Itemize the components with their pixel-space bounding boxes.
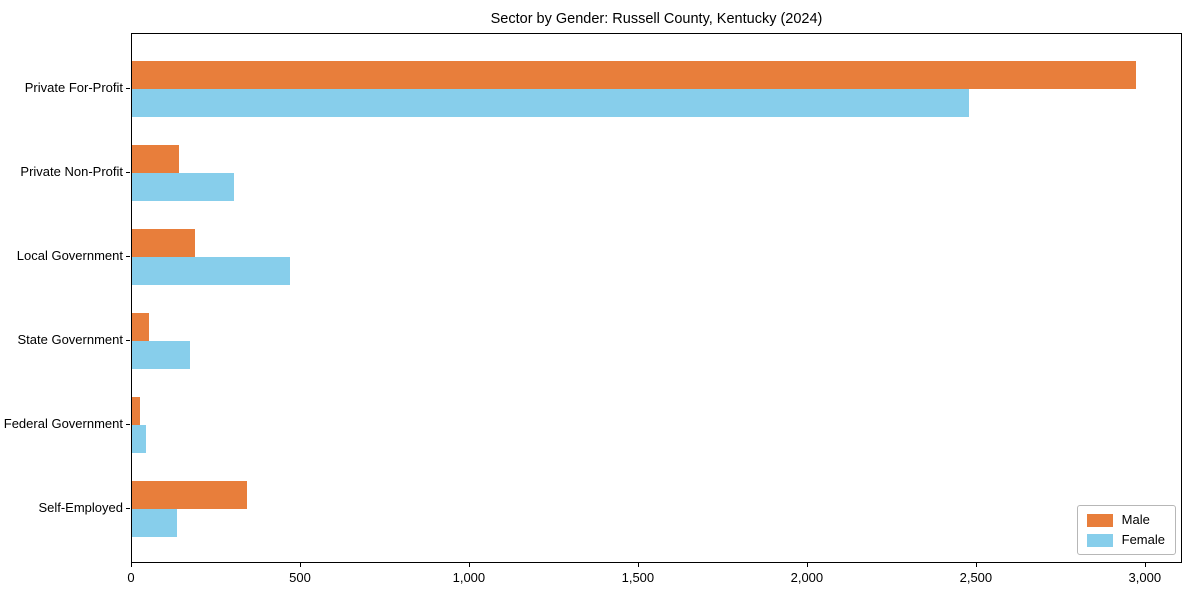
bar-female-local-government bbox=[132, 257, 291, 285]
y-tick-mark bbox=[126, 172, 130, 173]
y-tick-label: Federal Government bbox=[3, 416, 123, 431]
bar-female-self-employed bbox=[132, 509, 177, 537]
x-tick-mark bbox=[637, 563, 639, 567]
x-tick-mark bbox=[300, 563, 301, 567]
legend-label-male: Male bbox=[1121, 512, 1150, 527]
chart-title: Sector by Gender: Russell County, Kentuc… bbox=[490, 11, 823, 27]
bar-female-private-for-profit bbox=[132, 89, 970, 117]
y-tick-label: Self-Employed bbox=[38, 500, 123, 515]
legend-swatch-female bbox=[1086, 533, 1113, 547]
x-tick-label: 1,500 bbox=[621, 570, 655, 585]
y-tick-mark bbox=[126, 256, 130, 257]
legend-entry-female: Female bbox=[1086, 532, 1165, 547]
legend-swatch-male bbox=[1086, 513, 1113, 527]
x-tick-mark bbox=[1144, 563, 1146, 567]
x-tick-label: 2,500 bbox=[959, 570, 993, 585]
x-tick-label: 500 bbox=[289, 570, 311, 585]
y-tick-label: State Government bbox=[17, 332, 124, 347]
bar-male-local-government bbox=[132, 229, 195, 257]
legend-label-female: Female bbox=[1121, 532, 1165, 547]
legend: Male Female bbox=[1076, 505, 1176, 555]
bar-female-federal-government bbox=[132, 425, 146, 453]
y-tick-label: Private Non-Profit bbox=[20, 164, 123, 179]
x-tick-label: 3,000 bbox=[1128, 570, 1162, 585]
bar-male-state-government bbox=[132, 313, 150, 341]
x-tick-mark bbox=[806, 563, 808, 567]
x-tick-mark bbox=[975, 563, 977, 567]
bar-female-state-government bbox=[132, 341, 190, 369]
y-tick-mark bbox=[126, 88, 130, 89]
bar-male-private-for-profit bbox=[132, 61, 1136, 89]
y-tick-label: Private For-Profit bbox=[24, 80, 123, 95]
x-tick-label: 1,000 bbox=[452, 570, 486, 585]
x-tick-label: 2,000 bbox=[790, 570, 824, 585]
x-tick-label: 0 bbox=[127, 570, 135, 585]
bar-male-federal-government bbox=[132, 397, 140, 425]
x-tick-mark bbox=[468, 563, 470, 567]
legend-entry-male: Male bbox=[1086, 512, 1165, 527]
bar-male-private-non-profit bbox=[132, 145, 180, 173]
y-tick-mark bbox=[126, 340, 130, 341]
x-tick-mark bbox=[131, 563, 132, 567]
y-tick-label: Local Government bbox=[16, 248, 123, 263]
y-tick-mark bbox=[126, 424, 130, 425]
bar-male-self-employed bbox=[132, 481, 247, 509]
plot-area: Male Female bbox=[131, 33, 1182, 563]
bar-female-private-non-profit bbox=[132, 173, 235, 201]
y-tick-mark bbox=[126, 508, 130, 509]
